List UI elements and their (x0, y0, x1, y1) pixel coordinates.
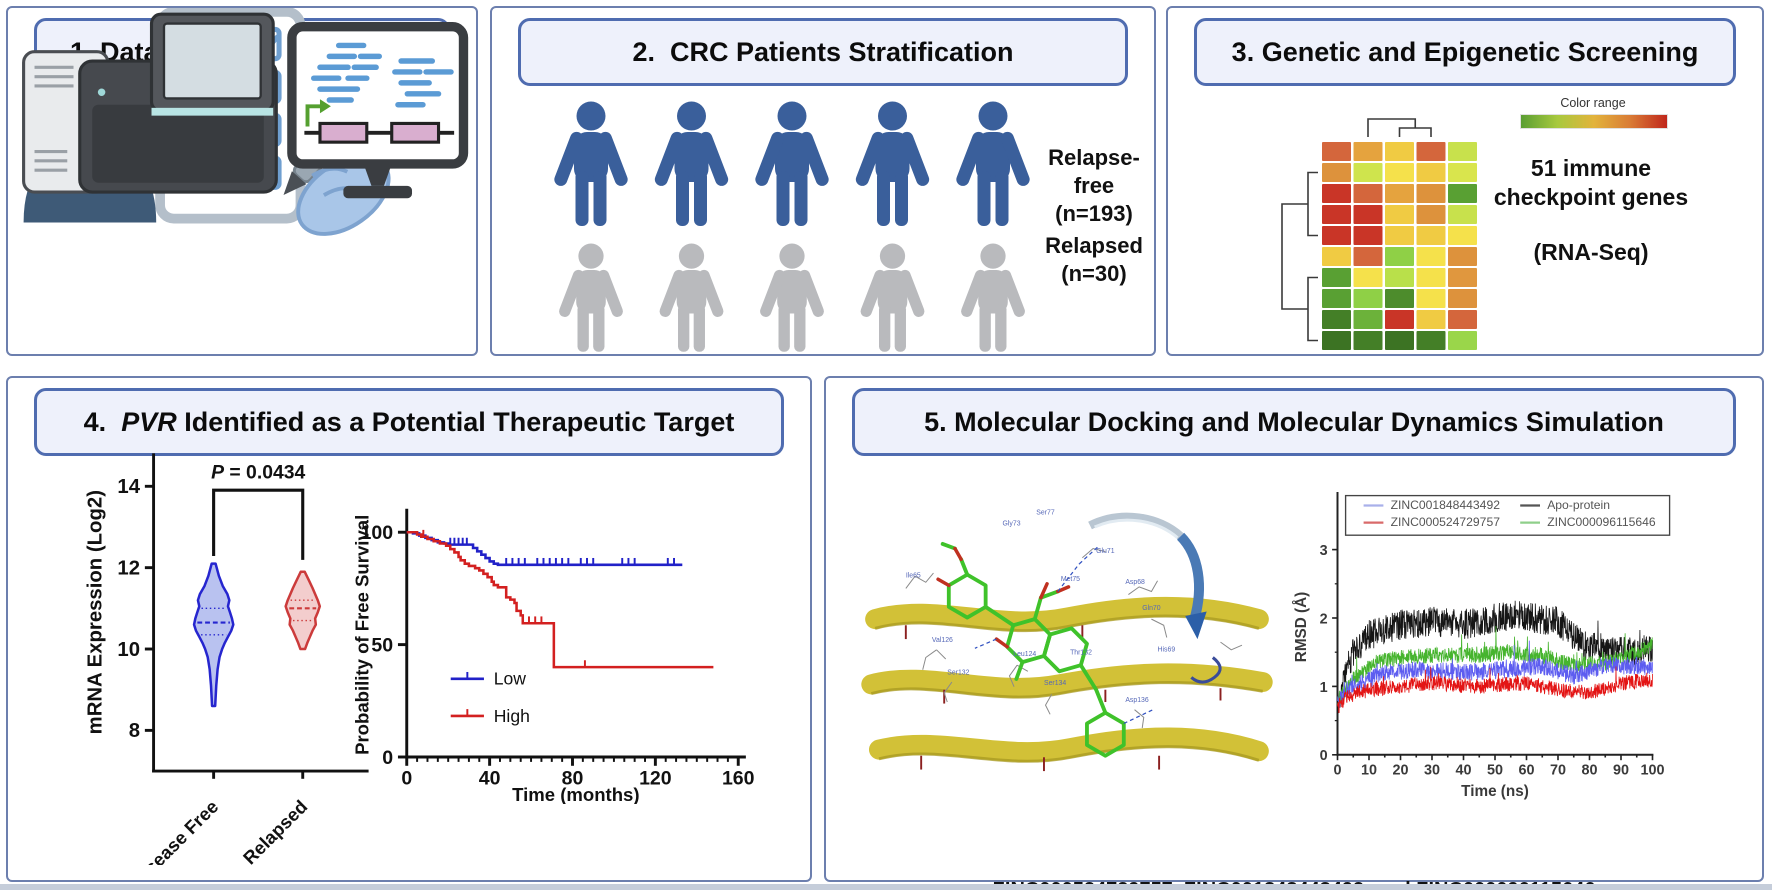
relapse-free-label: Relapse-free (n=193) (1048, 145, 1140, 227)
svg-text:Ile65: Ile65 (906, 573, 921, 580)
svg-text:120: 120 (639, 767, 672, 789)
svg-text:0: 0 (1320, 748, 1328, 764)
svg-text:Relapsed: Relapsed (239, 796, 312, 865)
panel-patient-stratification: 2. CRC Patients Stratification Relapse-f… (490, 6, 1156, 356)
svg-text:0: 0 (1333, 763, 1341, 779)
hydrogen-bond-dashes (974, 546, 1154, 725)
svg-text:Thr132: Thr132 (1070, 649, 1092, 656)
svg-text:100: 100 (360, 522, 393, 544)
svg-text:14: 14 (117, 476, 140, 498)
panel2-title: 2. CRC Patients Stratification (632, 36, 1014, 67)
read-alignment-tracks (311, 42, 454, 108)
svg-text:Leu124: Leu124 (1013, 651, 1036, 658)
svg-text:10: 10 (117, 639, 140, 661)
panel4-header: 4. PVR Identified as a Potential Therape… (34, 388, 784, 456)
svg-text:ZINC001848443492: ZINC001848443492 (1391, 498, 1501, 512)
svg-text:mRNA Expression (Log2): mRNA Expression (Log2) (84, 490, 106, 734)
svg-text:His69: His69 (1158, 646, 1176, 653)
svg-text:Time (ns): Time (ns) (1461, 783, 1529, 800)
svg-text:80: 80 (1581, 763, 1597, 779)
violin-plot: 8 10 12 14 mRNA Expression (Log2) Disease Fre… (84, 453, 369, 865)
svg-text:ZINC000096115646: ZINC000096115646 (1547, 515, 1656, 529)
panel5-title: 5. Molecular Docking and Molecular Dynam… (924, 406, 1664, 437)
svg-text:Val126: Val126 (932, 637, 953, 644)
svg-text:70: 70 (1550, 763, 1566, 779)
svg-text:Ser132: Ser132 (947, 669, 969, 676)
molecular-docking-illustration: Ser77 Gly73 Glu71 Met75 Asp68 Gln70 Ile65 Val12… (861, 510, 1273, 772)
residue-labels: Ser77 Gly73 Glu71 Met75 Asp68 Gln70 Ile65 Val12… (906, 510, 1176, 704)
svg-text:Met75: Met75 (1061, 576, 1080, 583)
panel-data-acquisition: 1. Data Acquisition (TCGA) (6, 6, 478, 356)
relapse-free-patients-icons (552, 101, 1032, 226)
svg-text:8: 8 (129, 720, 140, 742)
svg-text:Asp68: Asp68 (1125, 579, 1145, 586)
panel3-title: 3. Genetic and Epigenetic Screening (1231, 36, 1699, 67)
panel5-header: 5. Molecular Docking and Molecular Dynam… (852, 388, 1736, 456)
svg-text:Ser77: Ser77 (1036, 510, 1055, 517)
color-range-label: Color range (1560, 96, 1626, 110)
svg-text:Gln70: Gln70 (1142, 605, 1161, 612)
svg-text:3: 3 (1320, 543, 1328, 559)
panel-genetic-epigenetic-screening: 3. Genetic and Epigenetic Screening Colo… (1166, 6, 1764, 356)
svg-text:50: 50 (1487, 763, 1503, 779)
panel4-title: 4. PVR Identified as a Potential Therape… (83, 406, 735, 437)
relapsed-patients-icons (557, 243, 1027, 352)
svg-text:Low: Low (494, 669, 527, 689)
svg-text:80: 80 (562, 767, 584, 789)
svg-text:30: 30 (1424, 763, 1440, 779)
panel2-header: 2. CRC Patients Stratification (518, 18, 1128, 86)
svg-text:2: 2 (1320, 611, 1328, 627)
svg-text:40: 40 (1455, 763, 1471, 779)
sequencer-monitor-icon (22, 12, 469, 199)
svg-text:Disease Free: Disease Free (127, 796, 222, 865)
svg-text:90: 90 (1613, 763, 1629, 779)
svg-text:10: 10 (1361, 763, 1377, 779)
svg-text:50: 50 (371, 634, 393, 656)
svg-text:12: 12 (117, 557, 140, 579)
rmsd-plot: 0 10 20 30 40 50 60 70 80 90 100 0 1 2 3 RMSD (Å) Time (… (1293, 492, 1671, 800)
color-range-gradient-bar (1520, 114, 1668, 129)
panel-docking-dynamics: 5. Molecular Docking and Molecular Dynam… (824, 376, 1764, 890)
svg-text:High: High (494, 706, 530, 726)
svg-text:Gly73: Gly73 (1003, 520, 1021, 527)
panel-pvr-target: 4. PVR Identified as a Potential Therape… (6, 376, 812, 882)
immune-genes-text: 51 immune checkpoint genes (1493, 155, 1689, 210)
svg-text:P = 0.0434: P = 0.0434 (211, 462, 305, 484)
svg-text:100: 100 (1640, 763, 1664, 779)
ligand-oxygens-red (936, 546, 1071, 649)
svg-text:40: 40 (479, 767, 501, 789)
ligand-sticks-green (940, 541, 1126, 758)
heatmap-with-dendrograms (1281, 118, 1477, 350)
coil-ribbon (1088, 512, 1222, 684)
relapsed-label: Relapsed (n=30) (1045, 233, 1143, 287)
rnaseq-text: (RNA-Seq) (1533, 239, 1649, 265)
panel3-header: 3. Genetic and Epigenetic Screening (1194, 18, 1736, 86)
residue-stick-lines (905, 547, 1243, 729)
svg-text:Ser134: Ser134 (1044, 680, 1066, 687)
svg-text:Apo-protein: Apo-protein (1547, 498, 1610, 512)
svg-text:Glu71: Glu71 (1096, 548, 1115, 555)
figure-bottom-strip (0, 884, 1772, 890)
svg-text:160: 160 (722, 767, 755, 789)
monitor-icon (287, 22, 469, 199)
svg-text:0: 0 (382, 747, 393, 769)
sequencer-machine-icon (22, 12, 278, 194)
tss-arrow-icon (305, 99, 331, 127)
svg-text:1: 1 (1320, 680, 1328, 696)
svg-text:Asp136: Asp136 (1125, 697, 1149, 704)
svg-text:RMSD (Å): RMSD (Å) (1293, 592, 1310, 662)
svg-text:20: 20 (1392, 763, 1408, 779)
svg-text:0: 0 (401, 767, 412, 789)
kaplan-meier-plot: 0 50 100 0 40 80 120 160 Probability of Free Sur… (353, 508, 755, 804)
gene-boxes (318, 121, 441, 144)
svg-text:Time (months): Time (months) (512, 784, 639, 804)
svg-text:Probability of Free Survival: Probability of Free Survival (353, 515, 373, 755)
docking-caption: ZINC000524729757, ZINC001848443492, and … (826, 820, 1762, 890)
svg-text:ZINC000524729757: ZINC000524729757 (1391, 515, 1501, 529)
svg-text:60: 60 (1518, 763, 1534, 779)
